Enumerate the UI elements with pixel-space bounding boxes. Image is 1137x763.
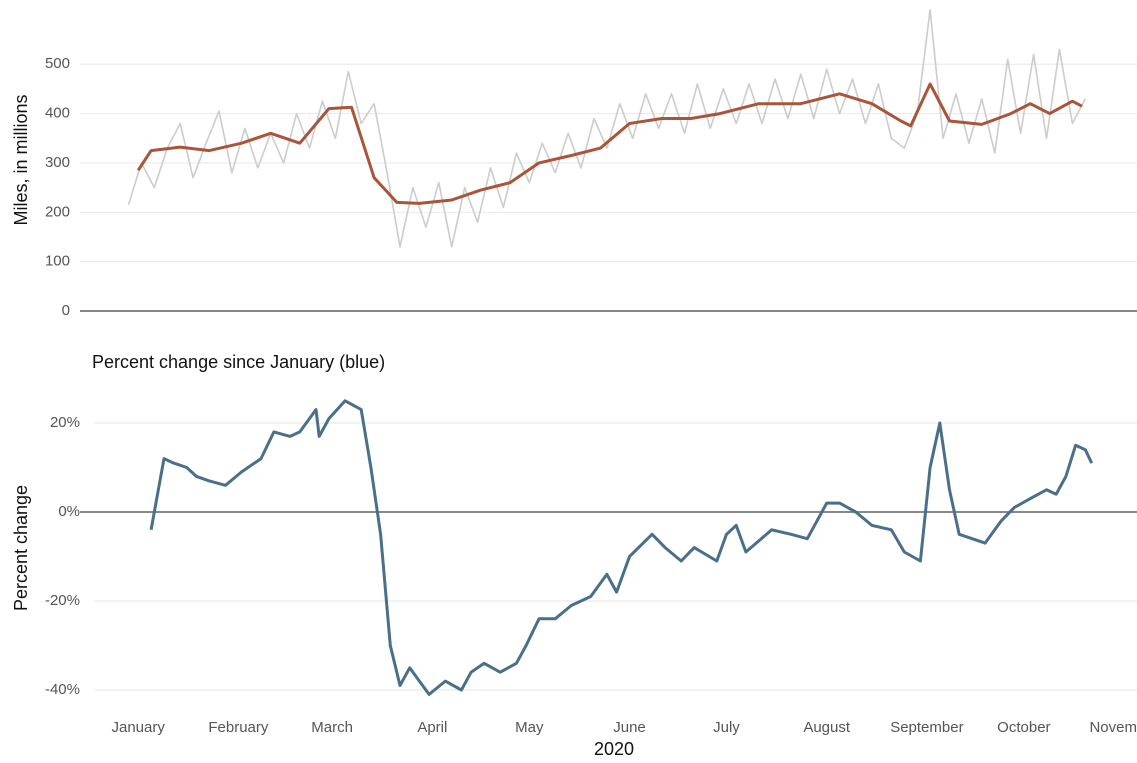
y-axis-title: Miles, in millions [11, 94, 31, 225]
y-tick-label: 0 [62, 302, 70, 319]
y-axis-title: Percent change [11, 485, 31, 611]
x-tick-label: January [111, 719, 165, 736]
x-tick-label: March [311, 719, 353, 736]
x-tick-label: August [803, 719, 851, 736]
y-tick-label: -20% [45, 592, 80, 609]
y-tick-label: -40% [45, 681, 80, 698]
y-tick-label: 200 [45, 203, 70, 220]
x-tick-label: October [997, 719, 1050, 736]
x-tick-label: May [515, 719, 544, 736]
panel-title: Percent change since January (blue) [92, 352, 385, 372]
x-tick-label: July [713, 719, 740, 736]
x-tick-label: April [417, 719, 447, 736]
y-tick-label: 0% [58, 503, 80, 520]
x-tick-label: September [890, 719, 963, 736]
x-tick-label: February [208, 719, 269, 736]
data-line [149, 399, 1094, 696]
y-tick-label: 300 [45, 154, 70, 171]
x-tick-label: June [613, 719, 646, 736]
y-tick-label: 500 [45, 55, 70, 72]
y-tick-label: 20% [50, 414, 80, 431]
data-line [136, 82, 1083, 205]
data-line [127, 9, 1087, 248]
y-tick-label: 100 [45, 253, 70, 270]
y-tick-label: 400 [45, 105, 70, 122]
x-axis-title: 2020 [594, 739, 634, 759]
x-tick-label: November [1089, 719, 1137, 736]
